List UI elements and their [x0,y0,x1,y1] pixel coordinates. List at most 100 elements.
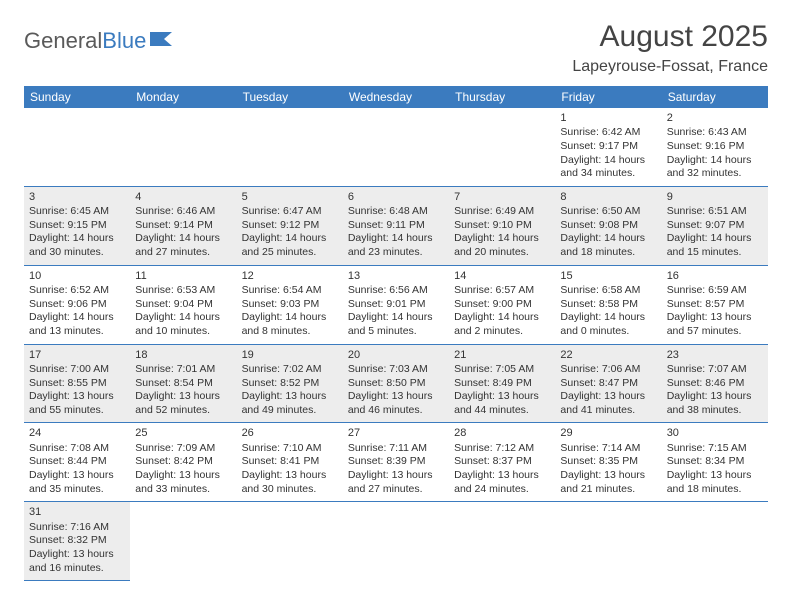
day-info-line: and 0 minutes. [560,325,656,339]
day-number: 9 [667,190,763,204]
flag-icon [150,28,178,54]
calendar-day-empty [449,108,555,186]
day-number: 27 [348,426,444,440]
day-info-line: and 32 minutes. [667,167,763,181]
day-number: 10 [29,269,125,283]
day-info-line: Sunrise: 6:48 AM [348,205,444,219]
calendar-day-empty [237,108,343,186]
day-info-line: Sunrise: 7:03 AM [348,363,444,377]
calendar-day: 8Sunrise: 6:50 AMSunset: 9:08 PMDaylight… [555,186,661,265]
day-info-line: Daylight: 13 hours [242,390,338,404]
day-info-line: Daylight: 13 hours [29,469,125,483]
day-info-line: and 30 minutes. [29,246,125,260]
day-info-line: Sunset: 8:50 PM [348,377,444,391]
calendar-day: 20Sunrise: 7:03 AMSunset: 8:50 PMDayligh… [343,344,449,423]
calendar-day: 7Sunrise: 6:49 AMSunset: 9:10 PMDaylight… [449,186,555,265]
day-info-line: Sunset: 9:01 PM [348,298,444,312]
calendar-day: 21Sunrise: 7:05 AMSunset: 8:49 PMDayligh… [449,344,555,423]
day-info-line: Sunset: 9:15 PM [29,219,125,233]
calendar-day: 11Sunrise: 6:53 AMSunset: 9:04 PMDayligh… [130,265,236,344]
day-header: Saturday [662,86,768,108]
day-info-line: Daylight: 13 hours [29,390,125,404]
day-number: 16 [667,269,763,283]
day-header: Wednesday [343,86,449,108]
day-info-line: and 34 minutes. [560,167,656,181]
day-info-line: Sunset: 9:00 PM [454,298,550,312]
day-info-line: Sunrise: 7:09 AM [135,442,231,456]
day-info-line: Sunrise: 6:57 AM [454,284,550,298]
day-info-line: Daylight: 13 hours [454,390,550,404]
day-info-line: Sunset: 8:37 PM [454,455,550,469]
calendar-day-empty [237,502,343,581]
day-info-line: Sunset: 8:41 PM [242,455,338,469]
calendar-day: 18Sunrise: 7:01 AMSunset: 8:54 PMDayligh… [130,344,236,423]
day-info-line: Daylight: 13 hours [667,469,763,483]
day-number: 21 [454,348,550,362]
calendar-day-empty [130,502,236,581]
title-block: August 2025 Lapeyrouse-Fossat, France [572,20,768,76]
day-info-line: Daylight: 14 hours [135,232,231,246]
day-info-line: Sunrise: 7:07 AM [667,363,763,377]
day-info-line: Sunset: 9:08 PM [560,219,656,233]
day-number: 19 [242,348,338,362]
day-number: 18 [135,348,231,362]
day-info-line: and 18 minutes. [667,483,763,497]
day-info-line: Daylight: 14 hours [560,232,656,246]
day-info-line: and 13 minutes. [29,325,125,339]
day-info-line: Sunset: 8:42 PM [135,455,231,469]
day-info-line: Sunset: 8:54 PM [135,377,231,391]
calendar-day: 17Sunrise: 7:00 AMSunset: 8:55 PMDayligh… [24,344,130,423]
day-number: 4 [135,190,231,204]
calendar-day: 2Sunrise: 6:43 AMSunset: 9:16 PMDaylight… [662,108,768,186]
day-header: Thursday [449,86,555,108]
day-info-line: and 27 minutes. [135,246,231,260]
location: Lapeyrouse-Fossat, France [572,58,768,76]
day-info-line: Sunset: 8:32 PM [29,534,125,548]
day-info-line: Daylight: 13 hours [242,469,338,483]
day-number: 5 [242,190,338,204]
day-info-line: Sunset: 8:57 PM [667,298,763,312]
calendar-week: 10Sunrise: 6:52 AMSunset: 9:06 PMDayligh… [24,265,768,344]
day-info-line: Daylight: 13 hours [135,469,231,483]
day-number: 29 [560,426,656,440]
calendar-day: 14Sunrise: 6:57 AMSunset: 9:00 PMDayligh… [449,265,555,344]
day-info-line: Daylight: 14 hours [242,232,338,246]
calendar-day: 12Sunrise: 6:54 AMSunset: 9:03 PMDayligh… [237,265,343,344]
day-number: 30 [667,426,763,440]
day-info-line: and 24 minutes. [454,483,550,497]
logo: GeneralBlue [24,20,178,54]
calendar-week: 31Sunrise: 7:16 AMSunset: 8:32 PMDayligh… [24,502,768,581]
day-info-line: Sunrise: 6:46 AM [135,205,231,219]
day-header: Friday [555,86,661,108]
day-info-line: Sunrise: 7:11 AM [348,442,444,456]
day-info-line: Sunrise: 6:54 AM [242,284,338,298]
day-info-line: Sunrise: 6:50 AM [560,205,656,219]
day-info-line: and 10 minutes. [135,325,231,339]
day-info-line: Sunrise: 7:12 AM [454,442,550,456]
day-number: 15 [560,269,656,283]
day-info-line: Daylight: 13 hours [348,469,444,483]
calendar-day: 31Sunrise: 7:16 AMSunset: 8:32 PMDayligh… [24,502,130,581]
day-info-line: Sunset: 9:03 PM [242,298,338,312]
day-info-line: and 25 minutes. [242,246,338,260]
day-info-line: Sunset: 9:06 PM [29,298,125,312]
day-info-line: Daylight: 14 hours [560,154,656,168]
day-info-line: Sunset: 9:07 PM [667,219,763,233]
day-info-line: and 16 minutes. [29,562,125,576]
day-info-line: Sunset: 8:34 PM [667,455,763,469]
day-header: Sunday [24,86,130,108]
day-info-line: Sunrise: 6:51 AM [667,205,763,219]
day-number: 2 [667,111,763,125]
day-number: 11 [135,269,231,283]
calendar-day: 22Sunrise: 7:06 AMSunset: 8:47 PMDayligh… [555,344,661,423]
day-number: 13 [348,269,444,283]
day-info-line: and 35 minutes. [29,483,125,497]
day-info-line: and 41 minutes. [560,404,656,418]
day-info-line: and 15 minutes. [667,246,763,260]
calendar-day-empty [555,502,661,581]
day-info-line: and 49 minutes. [242,404,338,418]
calendar-day: 15Sunrise: 6:58 AMSunset: 8:58 PMDayligh… [555,265,661,344]
calendar-day: 10Sunrise: 6:52 AMSunset: 9:06 PMDayligh… [24,265,130,344]
day-info-line: and 46 minutes. [348,404,444,418]
day-info-line: and 21 minutes. [560,483,656,497]
